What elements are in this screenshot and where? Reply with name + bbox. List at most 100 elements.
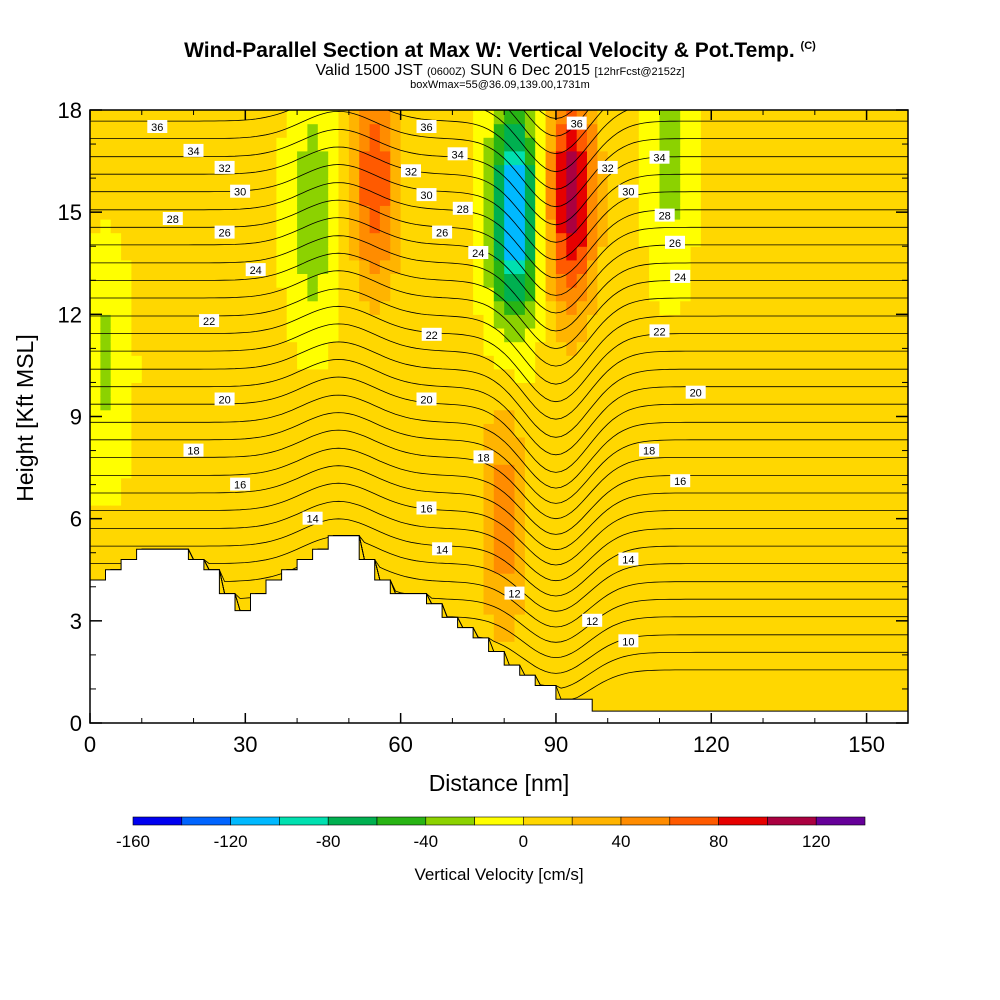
velocity-cell bbox=[555, 273, 567, 288]
velocity-cell bbox=[887, 545, 899, 561]
velocity-cell bbox=[555, 232, 567, 247]
velocity-cell bbox=[638, 300, 650, 315]
velocity-cell bbox=[752, 559, 764, 574]
velocity-cell bbox=[814, 259, 826, 274]
velocity-cell bbox=[690, 259, 702, 274]
velocity-cell bbox=[866, 314, 878, 329]
velocity-cell bbox=[452, 178, 464, 193]
velocity-cell bbox=[473, 328, 485, 343]
contour-label: 32 bbox=[214, 160, 235, 175]
velocity-cell bbox=[400, 450, 412, 465]
velocity-cell bbox=[379, 477, 391, 492]
velocity-cell bbox=[338, 409, 350, 424]
velocity-cell bbox=[359, 273, 371, 288]
isentrope-line bbox=[90, 288, 908, 385]
velocity-cell bbox=[597, 695, 609, 710]
velocity-cell bbox=[566, 423, 578, 438]
velocity-cell bbox=[473, 586, 485, 601]
velocity-cell bbox=[773, 341, 785, 356]
velocity-cell bbox=[783, 464, 795, 479]
contour-label: 16 bbox=[416, 501, 437, 516]
velocity-cell bbox=[400, 573, 412, 588]
velocity-cell bbox=[732, 287, 743, 302]
contour-label: 18 bbox=[639, 443, 660, 458]
velocity-cell bbox=[152, 191, 164, 206]
velocity-cell bbox=[783, 545, 795, 561]
velocity-cell bbox=[214, 545, 226, 561]
velocity-cell bbox=[721, 137, 733, 152]
velocity-cell bbox=[763, 341, 774, 356]
velocity-cell bbox=[814, 668, 826, 683]
velocity-cell bbox=[680, 464, 692, 479]
velocity-cell bbox=[141, 491, 153, 506]
velocity-cell bbox=[317, 477, 329, 492]
velocity-cell bbox=[276, 505, 288, 520]
velocity-cell bbox=[379, 273, 391, 288]
velocity-cell bbox=[483, 123, 495, 138]
velocity-cell bbox=[607, 205, 619, 220]
velocity-cell bbox=[411, 150, 422, 166]
velocity-cell bbox=[483, 273, 495, 288]
velocity-cell bbox=[690, 355, 702, 370]
velocity-cell bbox=[286, 423, 298, 438]
velocity-cell bbox=[669, 409, 681, 424]
velocity-cell bbox=[742, 423, 754, 438]
velocity-cell bbox=[452, 600, 464, 615]
velocity-cell bbox=[783, 300, 795, 315]
velocity-cell bbox=[193, 232, 205, 247]
velocity-cell bbox=[576, 314, 588, 329]
velocity-cell bbox=[690, 614, 702, 629]
velocity-cell bbox=[266, 110, 277, 125]
velocity-cell bbox=[638, 545, 650, 561]
velocity-cell bbox=[763, 641, 774, 656]
velocity-cell bbox=[835, 614, 847, 629]
velocity-cell bbox=[504, 219, 516, 234]
velocity-cell bbox=[235, 341, 246, 356]
velocity-cell bbox=[804, 123, 816, 138]
velocity-cell bbox=[400, 477, 412, 492]
velocity-cell bbox=[483, 355, 495, 370]
velocity-cell bbox=[835, 150, 847, 166]
velocity-cell bbox=[669, 532, 681, 547]
velocity-cell bbox=[276, 423, 288, 438]
velocity-cell bbox=[845, 178, 857, 193]
velocity-cell bbox=[100, 559, 112, 574]
velocity-cell bbox=[297, 409, 309, 424]
velocity-cell bbox=[379, 559, 391, 574]
velocity-cell bbox=[763, 491, 774, 506]
velocity-cell bbox=[152, 328, 164, 343]
velocity-cell bbox=[856, 396, 868, 411]
velocity-cell bbox=[649, 123, 661, 138]
velocity-cell bbox=[141, 259, 153, 274]
velocity-cell bbox=[431, 532, 443, 547]
velocity-cell bbox=[555, 178, 567, 193]
velocity-cell bbox=[431, 559, 443, 574]
velocity-cell bbox=[856, 368, 868, 383]
velocity-cell bbox=[421, 259, 433, 274]
velocity-cell bbox=[152, 409, 164, 424]
velocity-cell bbox=[783, 191, 795, 206]
velocity-cell bbox=[804, 368, 816, 383]
velocity-cell bbox=[307, 219, 319, 234]
velocity-cell bbox=[555, 123, 567, 138]
velocity-cell bbox=[649, 682, 661, 697]
velocity-cell bbox=[483, 436, 495, 452]
velocity-cell bbox=[183, 464, 195, 479]
velocity-cell bbox=[638, 246, 650, 261]
velocity-cell bbox=[493, 573, 505, 588]
velocity-cell bbox=[856, 137, 868, 152]
velocity-cell bbox=[121, 232, 133, 247]
velocity-cell bbox=[328, 368, 340, 383]
velocity-cell bbox=[721, 505, 733, 520]
velocity-cell bbox=[814, 573, 826, 588]
velocity-cell bbox=[172, 355, 184, 370]
velocity-cell bbox=[514, 382, 526, 397]
velocity-cell bbox=[493, 191, 505, 206]
velocity-cell bbox=[359, 123, 371, 138]
velocity-cell bbox=[825, 436, 837, 452]
velocity-cell bbox=[183, 259, 195, 274]
velocity-cell bbox=[162, 232, 174, 247]
velocity-cell bbox=[814, 396, 826, 411]
svg-text:20: 20 bbox=[420, 395, 432, 407]
velocity-cell bbox=[576, 423, 588, 438]
